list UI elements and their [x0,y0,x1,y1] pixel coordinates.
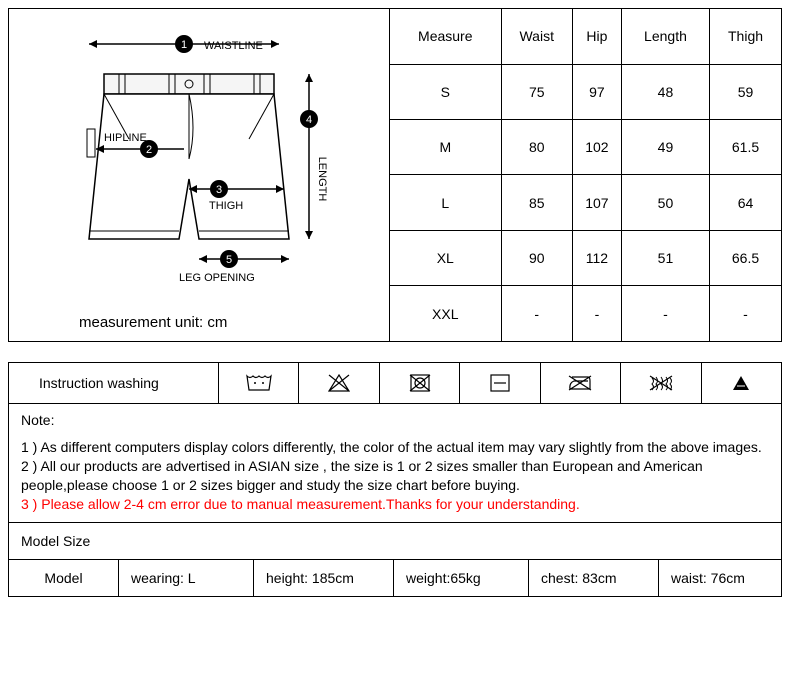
table-row: XL 90 112 51 66.5 [390,230,782,285]
svg-text:HIPLINE: HIPLINE [104,132,147,144]
table-header-row: Measure Waist Hip Length Thigh [390,9,782,64]
cell: 80 [501,120,572,175]
svg-text:2: 2 [146,144,152,156]
header-length: Length [621,9,709,64]
shorts-svg: 1 WAISTLINE 2 [29,19,369,309]
no-bleach-icon [299,363,379,403]
cell: XXL [390,286,502,341]
cell: 102 [572,120,621,175]
cell: 90 [501,230,572,285]
header-hip: Hip [572,9,621,64]
note-3: 3 ) Please allow 2-4 cm error due to man… [21,495,769,514]
header-measure: Measure [390,9,502,64]
cell: 107 [572,175,621,230]
cell: 75 [501,64,572,119]
cell: XL [390,230,502,285]
cell: - [710,286,781,341]
model-data-row: Model wearing: L height: 185cm weight:65… [9,560,781,596]
cell: 66.5 [710,230,781,285]
svg-text:LEG OPENING: LEG OPENING [179,272,255,284]
cell: - [501,286,572,341]
top-section: 1 WAISTLINE 2 [8,8,782,342]
cell: - [572,286,621,341]
note-title: Note: [21,412,769,428]
table-row: M 80 102 49 61.5 [390,120,782,175]
note-section: Note: 1 ) As different computers display… [9,404,781,523]
cell: 48 [621,64,709,119]
svg-text:4: 4 [306,114,312,126]
model-waist: waist: 76cm [659,560,781,596]
table-row: S 75 97 48 59 [390,64,782,119]
model-height: height: 185cm [254,560,394,596]
svg-text:WAISTLINE: WAISTLINE [204,40,263,52]
no-wring-icon [621,363,701,403]
cell: S [390,64,502,119]
model-chest: chest: 83cm [529,560,659,596]
header-thigh: Thigh [710,9,781,64]
model-label: Model [9,560,119,596]
size-table: Measure Waist Hip Length Thigh S 75 97 4… [389,9,781,341]
table-row: XXL - - - - [390,286,782,341]
svg-text:3: 3 [216,184,222,196]
cell: 49 [621,120,709,175]
washing-label: Instruction washing [9,363,219,403]
svg-text:5: 5 [226,254,232,266]
cell: L [390,175,502,230]
header-waist: Waist [501,9,572,64]
no-tumble-dry-icon [380,363,460,403]
model-weight: weight:65kg [394,560,529,596]
note-2: 2 ) All our products are advertised in A… [21,457,769,495]
cell: 50 [621,175,709,230]
unit-label: measurement unit: cm [79,314,227,331]
model-size-title: Model Size [9,523,781,560]
cell: 61.5 [710,120,781,175]
shorts-diagram: 1 WAISTLINE 2 [9,9,389,341]
washing-row: Instruction washing [9,363,781,404]
cell: 51 [621,230,709,285]
svg-text:1: 1 [181,39,187,51]
bottom-section: Instruction washing Note: 1 ) As differe… [8,362,782,597]
cell: 97 [572,64,621,119]
dryclean-icon [702,363,781,403]
note-1: 1 ) As different computers display color… [21,438,769,457]
cell: 59 [710,64,781,119]
table-row: L 85 107 50 64 [390,175,782,230]
cell: M [390,120,502,175]
dry-flat-icon [460,363,540,403]
cell: 85 [501,175,572,230]
no-iron-icon [541,363,621,403]
wash-icon [219,363,299,403]
cell: 112 [572,230,621,285]
model-wearing: wearing: L [119,560,254,596]
cell: 64 [710,175,781,230]
svg-text:LENGTH: LENGTH [316,157,328,202]
svg-text:THIGH: THIGH [209,200,243,212]
cell: - [621,286,709,341]
